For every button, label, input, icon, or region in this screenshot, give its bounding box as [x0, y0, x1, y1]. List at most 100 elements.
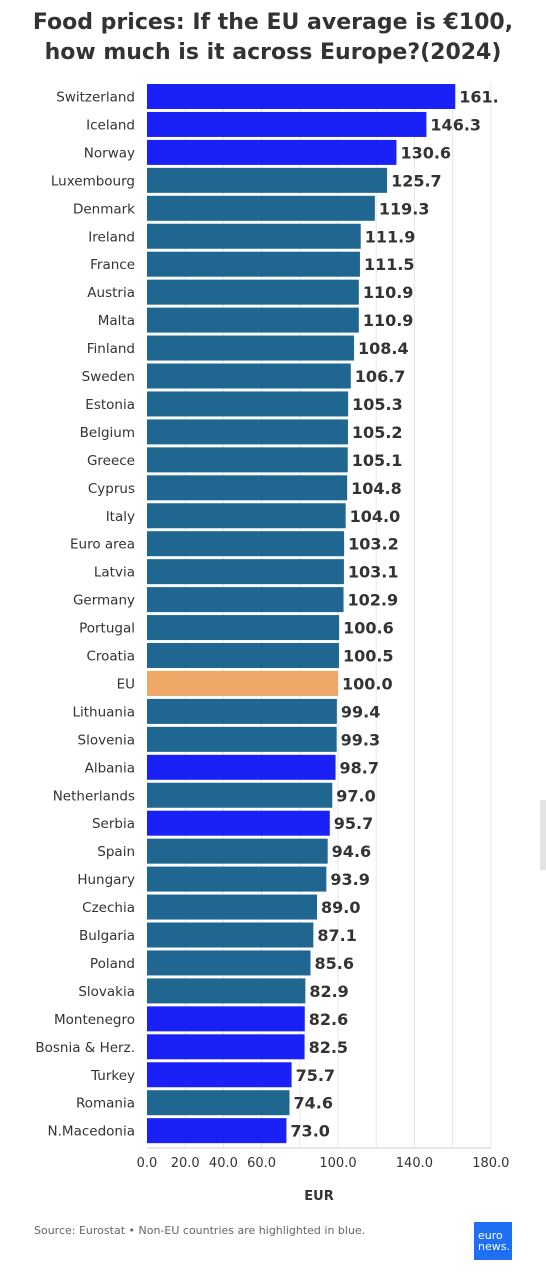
value-label: 89.0 — [321, 898, 360, 917]
category-label: N.Macedonia — [48, 1124, 135, 1140]
category-label: Cyprus — [88, 481, 135, 497]
bar — [147, 475, 348, 501]
value-label: 87.1 — [317, 926, 356, 945]
category-label: Netherlands — [53, 788, 135, 804]
category-label: Estonia — [85, 397, 135, 413]
value-label: 75.7 — [296, 1066, 335, 1085]
value-label: 93.9 — [330, 870, 369, 889]
value-label: 99.4 — [341, 702, 380, 721]
value-label: 98.7 — [340, 758, 379, 777]
source-note: Source: Eurostat • Non-EU countries are … — [34, 1224, 366, 1237]
bar — [147, 139, 397, 165]
category-label: Slovenia — [78, 732, 135, 748]
bar — [147, 84, 456, 109]
value-label: 82.9 — [309, 982, 348, 1001]
x-tick-label: 180.0 — [472, 1156, 509, 1171]
category-label: Luxembourg — [51, 173, 135, 189]
bar — [147, 754, 336, 780]
category-label: Bulgaria — [79, 928, 135, 944]
bar — [147, 503, 346, 529]
value-label: 110.9 — [363, 311, 414, 330]
chart-title: Food prices: If the EU average is €100, … — [0, 8, 546, 68]
category-label: Sweden — [82, 369, 135, 385]
bar — [147, 894, 317, 920]
value-label: 94.6 — [332, 842, 371, 861]
x-tick-label: 20.0 — [171, 1156, 200, 1171]
bar — [147, 447, 348, 473]
category-label: Finland — [87, 341, 135, 357]
value-label: 100.5 — [343, 647, 394, 666]
value-label: 106.7 — [355, 367, 406, 386]
category-label: Albania — [85, 760, 135, 776]
value-label: 73.0 — [290, 1122, 329, 1141]
bar — [147, 279, 359, 305]
bar — [147, 978, 306, 1004]
category-label: France — [90, 257, 135, 273]
bar — [147, 223, 361, 249]
chart-title-line-2: how much is it across Europe?(2024) — [44, 40, 502, 65]
value-label: 95.7 — [334, 814, 373, 833]
value-label: 74.6 — [293, 1094, 332, 1113]
bar — [147, 251, 360, 277]
category-label: Belgium — [80, 425, 135, 441]
category-label: Austria — [87, 285, 135, 301]
value-label: 99.3 — [341, 730, 380, 749]
bar — [147, 782, 333, 808]
bar — [147, 587, 344, 613]
value-label: 161. — [459, 88, 498, 107]
value-label: 102.9 — [348, 591, 399, 610]
bar — [147, 307, 359, 333]
x-tick-label: 60.0 — [247, 1156, 276, 1171]
value-label: 119.3 — [379, 199, 430, 218]
bar-chart: Switzerland 161. Iceland 146.3 Norway 130.6 Lu… — [35, 84, 509, 1204]
bar — [147, 950, 311, 976]
chart-title-line-1: Food prices: If the EU average is €100, — [32, 10, 514, 35]
bar — [147, 866, 327, 892]
scrollbar-thumb[interactable] — [540, 800, 546, 870]
bar — [147, 391, 349, 417]
value-label: 103.2 — [348, 535, 399, 554]
bar — [147, 111, 427, 137]
category-label: Malta — [98, 313, 135, 329]
bar — [147, 838, 328, 864]
logo-text-1: euro — [478, 1229, 503, 1242]
category-label: Czechia — [82, 900, 135, 916]
category-label: Ireland — [88, 229, 135, 245]
category-label: Euro area — [70, 537, 135, 553]
value-label: 97.0 — [336, 786, 375, 805]
value-label: 104.8 — [351, 479, 402, 498]
x-tick-label: 100.0 — [319, 1156, 356, 1171]
category-label: Norway — [84, 145, 135, 161]
value-label: 130.6 — [400, 143, 451, 162]
bar — [147, 1034, 305, 1060]
category-label: Poland — [90, 956, 135, 972]
x-axis-label: EUR — [304, 1189, 333, 1204]
category-label: Bosnia & Herz. — [35, 1040, 135, 1056]
category-label: Portugal — [79, 621, 135, 637]
bar — [147, 167, 388, 193]
euronews-logo[interactable]: euro news. — [474, 1222, 512, 1260]
value-label: 146.3 — [430, 115, 481, 134]
category-label: Montenegro — [54, 1012, 135, 1028]
bar — [147, 419, 348, 445]
value-label: 111.9 — [365, 227, 416, 246]
bar — [147, 1118, 287, 1144]
value-label: 103.1 — [348, 563, 399, 582]
bar — [147, 615, 340, 641]
value-label: 82.5 — [309, 1038, 348, 1057]
bar — [147, 643, 339, 668]
category-label: Iceland — [86, 117, 135, 133]
category-label: Lithuania — [72, 704, 135, 720]
value-label: 104.0 — [350, 507, 401, 526]
bar — [147, 1090, 290, 1116]
category-label: Greece — [87, 453, 135, 469]
bar — [147, 810, 330, 836]
x-tick-label: 140.0 — [396, 1156, 433, 1171]
value-label: 82.6 — [309, 1010, 348, 1029]
category-label: Turkey — [90, 1068, 135, 1084]
bar — [147, 335, 355, 361]
bar — [147, 531, 345, 557]
category-label: Switzerland — [56, 90, 135, 106]
bar — [147, 1006, 305, 1032]
x-tick-label: 0.0 — [137, 1156, 158, 1171]
